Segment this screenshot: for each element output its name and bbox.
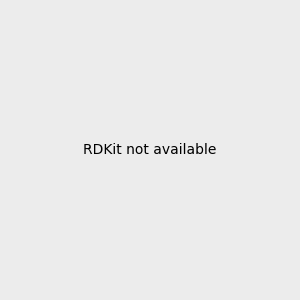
Text: RDKit not available: RDKit not available: [83, 143, 217, 157]
